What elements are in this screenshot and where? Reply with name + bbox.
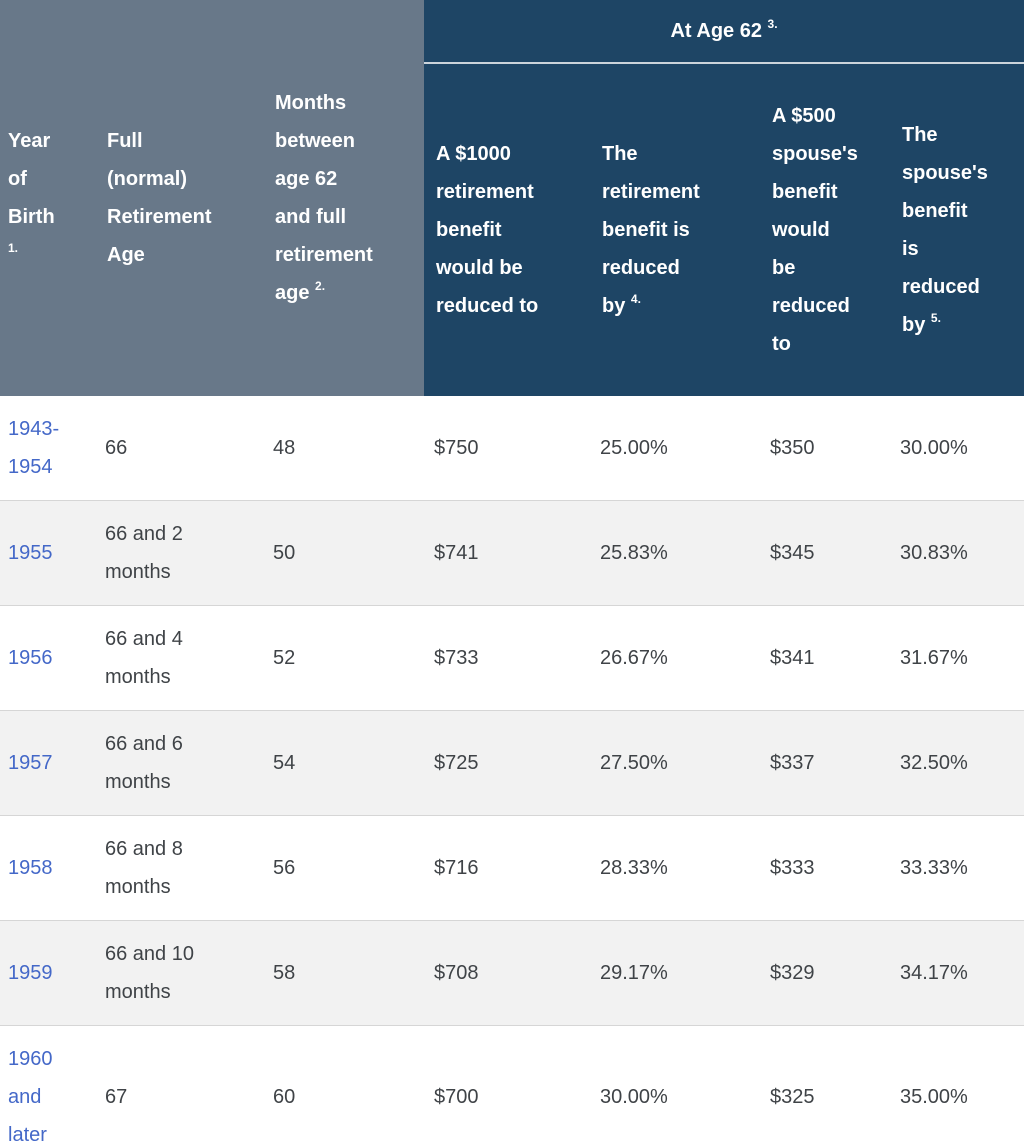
spouse-500-cell: $350 (770, 437, 815, 459)
spouse-reduced-by-cell: 30.00% (900, 437, 968, 459)
col-header-1000-benefit-reduced-to: A $1000 retirement benefit would be redu… (424, 63, 590, 396)
col-header-500-spouse-benefit-reduced-to: A $500 spouse's benefit would be reduced… (760, 63, 890, 396)
months-cell: 56 (263, 815, 424, 921)
year-link[interactable]: 1960 and later (8, 1048, 53, 1146)
footnote-4: 4. (630, 292, 641, 307)
table-row-1955: 1955 66 and 2 months 50 $741 25.83% $345… (0, 500, 1024, 606)
months-cell: 50 (263, 500, 424, 606)
spouse-reduced-by-cell: 33.33% (890, 815, 1024, 921)
year-cell: 1943- 1954 (0, 396, 95, 501)
fra-cell: 66 and 2 months (95, 500, 263, 606)
year-link[interactable]: 1955 (8, 542, 53, 564)
year-cell: 1957 (0, 710, 95, 816)
table-row-1959: 1959 66 and 10 months 58 $708 29.17% $32… (0, 920, 1024, 1026)
months-cell: 60 (263, 1025, 424, 1148)
spouse-500-cell: $337 (760, 710, 890, 816)
spouse-reduced-by-cell: 32.50% (890, 710, 1024, 816)
footnote-3: 3. (767, 17, 778, 32)
months-cell: 52 (263, 605, 424, 711)
spouse-500-cell: $345 (760, 500, 890, 606)
reduced-by-cell: 27.50% (590, 710, 760, 816)
col-header-full-retirement-age: Full (normal) Retirement Age (95, 0, 263, 396)
footnote-5: 5. (930, 311, 941, 326)
spouse-reduced-by-cell: 31.67% (890, 605, 1024, 711)
spouse-500-cell: $341 (760, 605, 890, 711)
benefit-1000-cell: $750 (434, 437, 479, 459)
months-cell: 54 (263, 710, 424, 816)
col-header-year-of-birth: Year of Birth 1. (0, 0, 95, 396)
reduced-by-cell: 28.33% (590, 815, 760, 921)
year-link[interactable]: 1956 (8, 647, 53, 669)
year-cell: 1956 (0, 605, 95, 711)
benefit-1000-cell: $733 (424, 605, 590, 711)
reduced-by-cell: 26.67% (590, 605, 760, 711)
reduced-by-cell: 25.00% (600, 437, 668, 459)
year-link[interactable]: 1943- 1954 (8, 418, 60, 478)
reduced-by-cell: 25.83% (590, 500, 760, 606)
footnote-1: 1. (8, 241, 19, 256)
fra-cell: 66 and 8 months (95, 815, 263, 921)
col-header-benefit-reduced-by: The retirement benefit is reduced by 4. (590, 63, 760, 396)
spouse-reduced-by-cell: 35.00% (890, 1025, 1024, 1148)
year-cell: 1959 (0, 920, 95, 1026)
reduced-by-cell: 30.00% (590, 1025, 760, 1148)
fra-cell: 67 (95, 1025, 263, 1148)
year-link[interactable]: 1959 (8, 962, 53, 984)
year-cell: 1955 (0, 500, 95, 606)
table-row-1943-1954: 1943- 1954 66 48 $750 25.00% $350 30.00% (0, 396, 1024, 501)
spouse-500-cell: $333 (760, 815, 890, 921)
footnote-2: 2. (315, 279, 326, 294)
fra-cell: 66 (105, 437, 128, 459)
months-cell: 58 (263, 920, 424, 1026)
benefit-1000-cell: $716 (424, 815, 590, 921)
year-cell: 1958 (0, 815, 95, 921)
months-cell: 48 (273, 437, 296, 459)
group-header-at-age-62: At Age 62 3. (424, 0, 1024, 64)
spouse-500-cell: $325 (760, 1025, 890, 1148)
table-row-1958: 1958 66 and 8 months 56 $716 28.33% $333… (0, 815, 1024, 921)
header-row-top: Year of Birth 1. Full (normal) Retiremen… (0, 0, 1024, 396)
spouse-reduced-by-cell: 34.17% (890, 920, 1024, 1026)
year-link[interactable]: 1958 (8, 857, 53, 879)
col-header-months-between: Months between age 62 and full retiremen… (263, 0, 424, 396)
year-cell: 1960 and later (0, 1025, 95, 1148)
fra-cell: 66 and 10 months (95, 920, 263, 1026)
benefit-1000-cell: $700 (424, 1025, 590, 1148)
header-row-sub: A $1000 retirement benefit would be redu… (0, 63, 1024, 396)
fra-cell: 66 and 4 months (95, 605, 263, 711)
reduced-by-cell: 29.17% (590, 920, 760, 1026)
benefit-1000-cell: $725 (424, 710, 590, 816)
spouse-500-cell: $329 (760, 920, 890, 1026)
benefit-1000-cell: $708 (424, 920, 590, 1026)
spouse-reduced-by-cell: 30.83% (890, 500, 1024, 606)
table-row-1960-and-later: 1960 and later 67 60 $700 30.00% $325 35… (0, 1025, 1024, 1148)
benefit-1000-cell: $741 (424, 500, 590, 606)
col-header-spouse-benefit-reduced-by: The spouse's benefit is reduced by 5. (890, 63, 1024, 396)
fra-cell: 66 and 6 months (95, 710, 263, 816)
year-link[interactable]: 1957 (8, 752, 53, 774)
table-row-1956: 1956 66 and 4 months 52 $733 26.67% $341… (0, 605, 1024, 711)
table-row-1957: 1957 66 and 6 months 54 $725 27.50% $337… (0, 710, 1024, 816)
